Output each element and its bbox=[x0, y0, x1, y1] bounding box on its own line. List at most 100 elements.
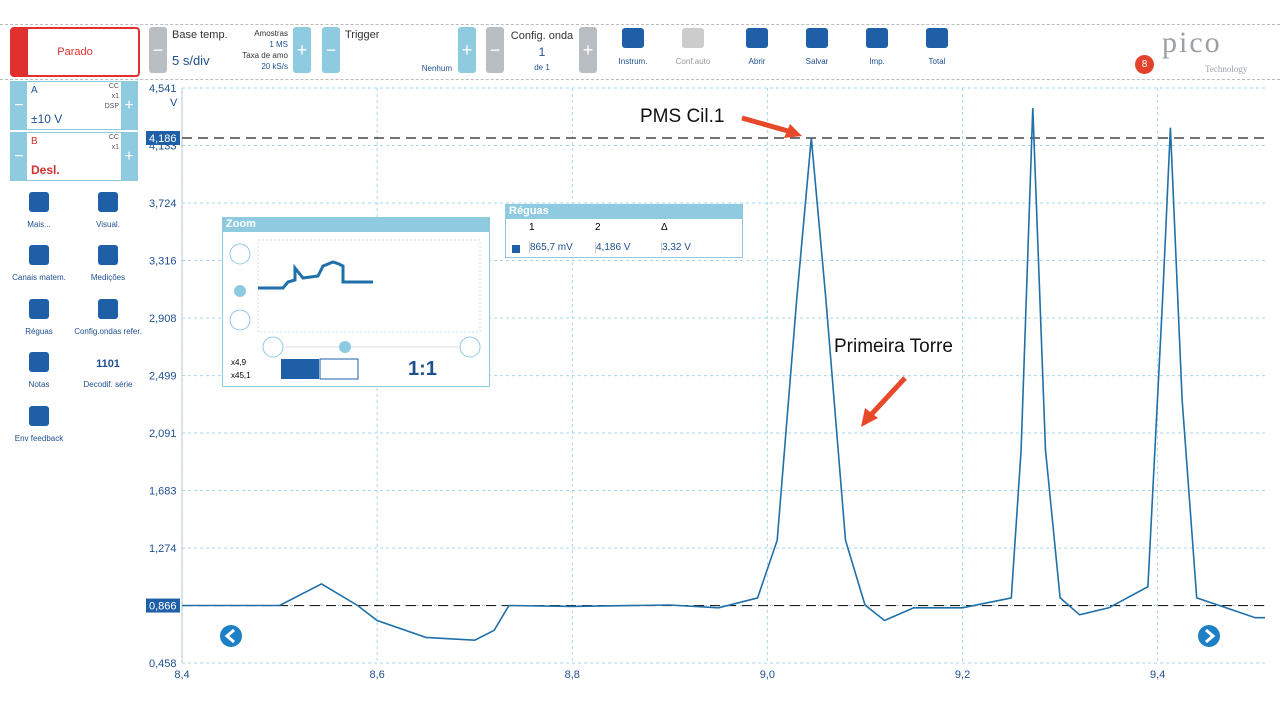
zoom-reset[interactable]: 1:1 bbox=[408, 358, 437, 380]
zoom-x-out[interactable] bbox=[262, 336, 284, 358]
y-tick-label: 0,458 bbox=[149, 658, 177, 670]
tool-icon bbox=[866, 28, 888, 48]
trigger-minus[interactable]: − bbox=[322, 27, 340, 73]
x-tick-label: 9,2 bbox=[955, 669, 970, 681]
arrow bbox=[741, 115, 796, 136]
timebase-value: 5 s/div bbox=[172, 53, 210, 68]
sidebar-label: Medições bbox=[90, 273, 126, 282]
channel-name: B bbox=[31, 136, 38, 147]
arrow bbox=[866, 376, 907, 420]
rate-label: Taxa de amo bbox=[242, 51, 288, 60]
ruler-marker bbox=[146, 130, 180, 145]
arrow-head bbox=[784, 124, 802, 138]
scroll-left[interactable] bbox=[220, 625, 242, 647]
sidebar-label: Notas bbox=[28, 380, 50, 389]
sidebar-icon bbox=[29, 245, 49, 265]
trigger-label: Trigger bbox=[345, 29, 380, 41]
sidebar-icon bbox=[29, 299, 49, 319]
channel-minus[interactable]: − bbox=[11, 82, 27, 129]
scroll-left-icon bbox=[224, 628, 235, 644]
waveform-current: 1 bbox=[538, 45, 546, 59]
ruler-label: 0,866 bbox=[149, 601, 177, 613]
logo-sub: Technology bbox=[1205, 64, 1248, 74]
sidebar-label: Visual. bbox=[96, 220, 120, 229]
tool-label: Salvar bbox=[805, 57, 829, 66]
y-unit: V bbox=[170, 97, 178, 109]
channel-probe: x1 bbox=[111, 93, 119, 100]
zoom-body bbox=[229, 239, 481, 380]
rulers-title: Réguas bbox=[506, 205, 742, 219]
timebase-label: Base temp. bbox=[172, 29, 228, 41]
rulers-cell: 3,32 V bbox=[661, 242, 728, 253]
channel-box: − + B Desl. CC x1 bbox=[10, 132, 138, 181]
tool-label: Conf.auto bbox=[675, 57, 711, 66]
channel-extra: DSP bbox=[104, 103, 119, 110]
zoom-out[interactable] bbox=[229, 309, 251, 331]
waveform-minus[interactable]: − bbox=[486, 27, 504, 73]
y-tick-label: 2,091 bbox=[149, 428, 177, 440]
sidebar-label: Mais... bbox=[27, 220, 51, 229]
zoom-preview bbox=[257, 239, 481, 333]
waveform-label: Config. onda bbox=[510, 30, 574, 42]
sidebar-icon-text: 1101 bbox=[96, 358, 120, 370]
tool-icon bbox=[926, 28, 948, 48]
toolbar bbox=[0, 24, 1280, 80]
x-tick-label: 8,8 bbox=[565, 669, 580, 681]
channel-coupling: CC bbox=[108, 134, 119, 141]
sidebar-label: Canais matem. bbox=[12, 273, 66, 282]
sidebar-label: Réguas bbox=[25, 327, 53, 336]
channel-plus[interactable]: + bbox=[121, 133, 137, 180]
y-tick-label: 4,541 bbox=[149, 83, 177, 95]
trigger-mode: Nenhum bbox=[421, 64, 452, 73]
sidebar-icon bbox=[98, 299, 118, 319]
channel-range: ±10 V bbox=[31, 112, 63, 126]
x-tick-label: 9,0 bbox=[760, 669, 775, 681]
rate: 20 kS/s bbox=[261, 62, 288, 71]
sidebar-icon bbox=[98, 192, 118, 212]
pan-tool[interactable] bbox=[319, 358, 359, 380]
zoom-slider[interactable] bbox=[234, 285, 246, 297]
notification-badge[interactable]: 8 bbox=[1135, 55, 1154, 74]
y-tick-label: 2,499 bbox=[149, 371, 177, 383]
samples: 1 MS bbox=[269, 40, 288, 49]
tool-label: Total bbox=[928, 57, 946, 66]
sidebar-icon bbox=[29, 192, 49, 212]
zoom-panel: Zoom x4,9 x45,1 1:1 bbox=[222, 217, 490, 387]
y-tick-label: 3,316 bbox=[149, 256, 177, 268]
rulers-header: 2 bbox=[595, 222, 601, 233]
channel-plus[interactable]: + bbox=[121, 82, 137, 129]
rulers-header: Δ bbox=[661, 222, 668, 233]
x-tick-label: 8,4 bbox=[174, 669, 189, 681]
scroll-right[interactable] bbox=[1198, 625, 1220, 647]
run-button[interactable]: Parado bbox=[10, 27, 140, 77]
arrow-head bbox=[861, 408, 878, 427]
channel-coupling: CC bbox=[108, 83, 119, 90]
waveform-plus[interactable]: + bbox=[579, 27, 597, 73]
zoom-in[interactable] bbox=[229, 243, 251, 265]
ruler-label: 4,186 bbox=[149, 133, 177, 145]
timebase-plus[interactable]: + bbox=[293, 27, 311, 73]
trigger-plus[interactable]: + bbox=[458, 27, 476, 73]
samples-label: Amostras bbox=[254, 29, 288, 38]
tool-icon bbox=[622, 28, 644, 48]
y-tick-label: 1,274 bbox=[149, 543, 177, 555]
zoom-y-factor: x45,1 bbox=[231, 371, 251, 380]
channel-minus[interactable]: − bbox=[11, 133, 27, 180]
channel-box: − + A ±10 V CC x1 DSP bbox=[10, 81, 138, 130]
annotation: Primeira Torre bbox=[834, 336, 953, 357]
ruler-marker bbox=[146, 598, 180, 613]
rulers-panel: Réguas 1 2 Δ 865,7 mV 4,186 V 3,32 V bbox=[505, 204, 743, 258]
zoom-tool[interactable] bbox=[281, 359, 319, 379]
run-state: Parado bbox=[57, 46, 93, 58]
timebase-minus[interactable]: − bbox=[149, 27, 167, 73]
y-tick-label: 2,908 bbox=[149, 313, 177, 325]
zoom-x-slider[interactable] bbox=[339, 341, 351, 353]
tool-label: Instrum. bbox=[618, 57, 648, 66]
channel-probe: x1 bbox=[111, 144, 119, 151]
zoom-x-in[interactable] bbox=[459, 336, 481, 358]
rulers-header: 1 bbox=[529, 222, 535, 233]
sidebar-label: Config.ondas refer. bbox=[74, 327, 142, 336]
tool-icon bbox=[806, 28, 828, 48]
tool-label: Imp. bbox=[869, 57, 885, 66]
